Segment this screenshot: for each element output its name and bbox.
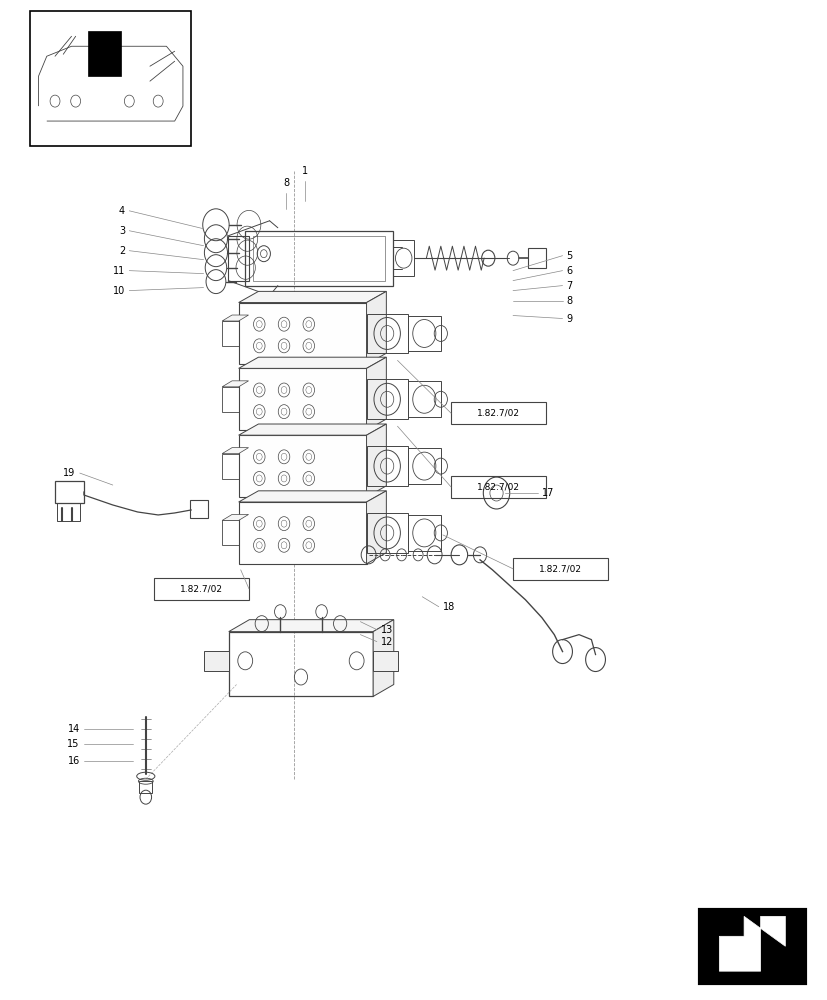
- Bar: [222, 520, 238, 545]
- Bar: [451, 476, 545, 498]
- Polygon shape: [222, 514, 248, 520]
- Bar: [393, 240, 414, 276]
- Polygon shape: [366, 491, 386, 564]
- Text: 8: 8: [566, 296, 572, 306]
- Bar: [238, 502, 366, 564]
- Polygon shape: [698, 909, 805, 984]
- Bar: [253, 236, 385, 281]
- Polygon shape: [366, 291, 386, 364]
- Bar: [408, 448, 440, 484]
- Bar: [222, 321, 238, 346]
- Polygon shape: [373, 651, 398, 671]
- Text: 1.82.7/02: 1.82.7/02: [476, 409, 519, 418]
- Polygon shape: [203, 651, 228, 671]
- Polygon shape: [238, 491, 386, 502]
- Text: 1: 1: [302, 166, 308, 176]
- Text: 19: 19: [64, 468, 75, 478]
- Bar: [451, 402, 545, 424]
- Text: 7: 7: [566, 281, 572, 291]
- Polygon shape: [719, 916, 784, 971]
- Bar: [55, 481, 84, 503]
- Text: 2: 2: [119, 246, 125, 256]
- Bar: [698, 909, 805, 984]
- Polygon shape: [222, 448, 248, 454]
- Text: 18: 18: [442, 602, 455, 612]
- Text: 9: 9: [566, 314, 572, 324]
- Text: 8: 8: [283, 178, 289, 188]
- Bar: [698, 909, 805, 984]
- Text: 5: 5: [566, 251, 572, 261]
- Bar: [238, 303, 366, 364]
- Text: 1.82.7/02: 1.82.7/02: [538, 564, 581, 573]
- Bar: [408, 381, 440, 417]
- Text: 3: 3: [119, 226, 125, 236]
- Text: 1.82.7/02: 1.82.7/02: [476, 483, 519, 492]
- Polygon shape: [366, 424, 386, 497]
- Bar: [189, 500, 208, 518]
- Polygon shape: [228, 620, 394, 632]
- Bar: [238, 435, 366, 497]
- Bar: [528, 248, 545, 268]
- Text: 17: 17: [541, 488, 553, 498]
- Polygon shape: [373, 620, 394, 696]
- Text: 13: 13: [380, 625, 393, 635]
- Bar: [238, 368, 366, 430]
- Bar: [228, 236, 249, 281]
- Bar: [245, 231, 393, 286]
- Text: 11: 11: [112, 266, 125, 276]
- Bar: [31, 11, 191, 146]
- Polygon shape: [366, 357, 386, 430]
- Bar: [88, 31, 121, 76]
- Bar: [154, 578, 249, 600]
- Bar: [56, 503, 79, 521]
- Text: 4: 4: [119, 206, 125, 216]
- Bar: [222, 387, 238, 412]
- Text: 1.82.7/02: 1.82.7/02: [179, 584, 222, 593]
- Bar: [408, 515, 440, 551]
- Text: 10: 10: [112, 286, 125, 296]
- Text: 14: 14: [68, 724, 79, 734]
- Text: 16: 16: [68, 756, 79, 766]
- Bar: [366, 379, 408, 419]
- Polygon shape: [238, 357, 386, 368]
- Text: 12: 12: [380, 637, 393, 647]
- Bar: [222, 454, 238, 479]
- Polygon shape: [238, 291, 386, 303]
- Bar: [366, 446, 408, 486]
- Text: 6: 6: [566, 266, 572, 276]
- Bar: [366, 513, 408, 553]
- Text: 15: 15: [67, 739, 79, 749]
- Bar: [228, 632, 373, 696]
- Bar: [366, 314, 408, 353]
- Bar: [408, 316, 440, 351]
- Bar: [513, 558, 607, 580]
- Polygon shape: [238, 424, 386, 435]
- Bar: [139, 781, 152, 793]
- Polygon shape: [222, 381, 248, 387]
- Polygon shape: [222, 315, 248, 321]
